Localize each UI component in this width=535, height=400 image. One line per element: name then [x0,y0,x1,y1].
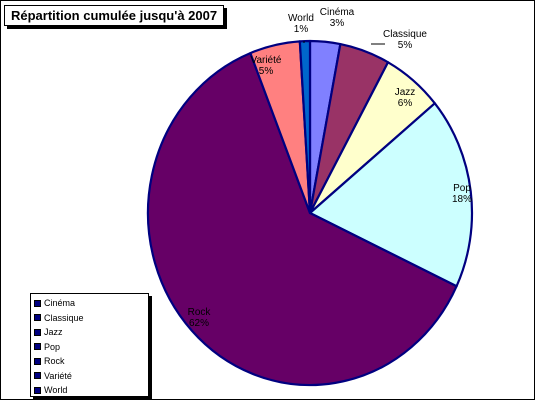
legend-swatch-4 [34,357,41,365]
slice-label-value-6: 1% [294,24,309,35]
slice-label-value-1: 5% [398,40,413,51]
legend-item-4: Rock [34,354,148,369]
legend-label-0: Cinéma [44,298,76,309]
slice-label-name-6: World [288,13,314,24]
slice-label-0: Cinéma 3% [320,7,355,29]
chart-title: Répartition cumulée jusqu'à 2007 [4,5,225,26]
slice-label-4: Rock 62% [188,307,212,329]
slice-label-name-1: Classique [383,29,427,40]
legend: Cinéma Classique Jazz Pop Rock Variété World [30,293,149,397]
legend-item-2: Jazz [34,325,148,340]
legend-swatch-0 [34,299,41,307]
pie-slice-3 [308,102,474,288]
slice-label-name-3: Pop [453,183,471,194]
slice-label-3: Pop 18% [452,183,472,205]
slice-label-6: World 1% [288,13,314,35]
slice-label-name-5: Variété [251,55,282,66]
legend-label-1: Classique [44,312,84,323]
legend-label-3: Pop [44,341,61,352]
slice-label-value-0: 3% [330,18,345,29]
legend-item-5: Variété [34,369,148,384]
legend-label-4: Rock [44,356,65,367]
slice-label-1: Classique 5% [383,29,427,51]
slice-label-value-3: 18% [452,194,472,205]
legend-item-0: Cinéma [34,296,148,311]
pie-slice-6 [298,39,312,215]
slice-label-5: Variété 5% [251,55,282,77]
legend-item-1: Classique [34,311,148,326]
slice-label-name-0: Cinéma [320,7,355,18]
legend-swatch-5 [34,372,41,380]
legend-label-5: Variété [44,370,72,381]
legend-label-6: World [44,385,68,396]
legend-item-6: World [34,383,148,398]
legend-swatch-2 [34,328,41,336]
pie-slice-4 [146,51,458,387]
legend-item-3: Pop [34,340,148,355]
legend-swatch-1 [34,314,41,322]
slice-label-name-4: Rock [188,307,212,318]
slice-label-2: Jazz 6% [395,87,416,109]
slice-label-name-2: Jazz [395,87,416,98]
slice-label-value-4: 62% [189,318,209,329]
legend-swatch-6 [34,386,41,394]
legend-label-2: Jazz [44,327,63,338]
legend-swatch-3 [34,343,41,351]
slice-label-value-5: 5% [259,66,274,77]
slice-label-value-2: 6% [398,98,413,109]
